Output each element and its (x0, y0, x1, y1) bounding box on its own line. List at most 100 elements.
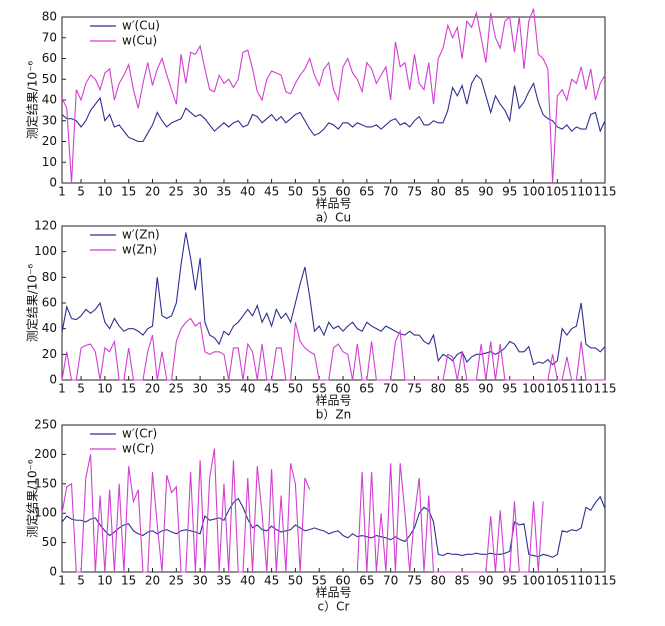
x-tick-label: 5 (77, 382, 85, 396)
legend-label: w′(Cu) (122, 19, 160, 33)
x-tick-label: 85 (454, 382, 469, 396)
x-tick-label: 100 (522, 382, 545, 396)
x-tick-label: 50 (288, 185, 303, 199)
x-tick-label: 95 (502, 574, 517, 588)
x-tick-label: 90 (478, 382, 493, 396)
series-line (61, 8, 606, 184)
x-tick-label: 65 (359, 185, 374, 199)
x-tick-label: 75 (407, 574, 422, 588)
x-tick-label: 35 (216, 574, 231, 588)
x-tick-label: 15 (121, 185, 136, 199)
x-tick-label: 1 (58, 185, 66, 199)
x-tick-label: 5 (77, 574, 85, 588)
x-tick-label: 100 (522, 574, 545, 588)
y-tick-label: 60 (42, 51, 57, 65)
x-tick-label: 85 (454, 185, 469, 199)
x-axis-label: 样品号 (315, 585, 351, 600)
y-tick-label: 30 (42, 113, 57, 127)
y-tick-label: 50 (42, 72, 57, 86)
x-tick-label: 70 (383, 574, 398, 588)
series-line (61, 495, 606, 558)
caption: b）Zn (316, 408, 351, 422)
x-tick-label: 105 (546, 382, 569, 396)
x-tick-label: 35 (216, 382, 231, 396)
x-tick-label: 80 (431, 574, 446, 588)
x-tick-label: 65 (359, 382, 374, 396)
y-axis-label: 测定结果/10⁻⁶ (25, 61, 40, 140)
x-tick-label: 40 (240, 185, 255, 199)
legend-label: w′(Cr) (122, 427, 157, 441)
y-tick-label: 80 (42, 270, 57, 284)
x-tick-label: 25 (169, 574, 184, 588)
series-line (61, 74, 606, 143)
x-tick-label: 60 (335, 382, 350, 396)
x-tick-label: 1 (58, 574, 66, 588)
y-axis-label: 测定结果/10⁻⁶ (25, 264, 40, 343)
y-tick-label: 40 (42, 93, 57, 107)
y-tick-label: 250 (34, 418, 57, 432)
x-tick-label: 30 (192, 185, 207, 199)
y-tick-label: 60 (42, 296, 57, 310)
y-tick-label: 70 (42, 30, 57, 44)
x-tick-label: 40 (240, 382, 255, 396)
y-tick-label: 0 (49, 565, 57, 579)
x-tick-label: 115 (594, 185, 617, 199)
series-line (61, 317, 605, 381)
x-tick-label: 110 (570, 382, 593, 396)
x-tick-label: 55 (312, 382, 327, 396)
y-tick-label: 120 (34, 219, 57, 233)
x-tick-label: 30 (192, 382, 207, 396)
x-tick-label: 5 (77, 185, 85, 199)
y-tick-label: 10 (42, 155, 57, 169)
x-tick-label: 60 (335, 574, 350, 588)
legend-label: w(Zn) (122, 243, 157, 257)
y-tick-label: 80 (42, 10, 57, 24)
x-axis-label: 样品号 (315, 393, 351, 408)
x-tick-label: 55 (312, 574, 327, 588)
y-tick-label: 0 (49, 373, 57, 387)
x-tick-label: 115 (594, 574, 617, 588)
x-tick-label: 80 (431, 185, 446, 199)
x-tick-label: 35 (216, 185, 231, 199)
x-tick-label: 50 (288, 574, 303, 588)
x-tick-label: 20 (145, 185, 160, 199)
x-tick-label: 30 (192, 574, 207, 588)
caption: c）Cr (318, 600, 350, 614)
x-tick-label: 15 (121, 382, 136, 396)
legend-label: w′(Zn) (122, 228, 160, 242)
caption: a）Cu (316, 211, 351, 225)
series-line (61, 448, 544, 573)
y-tick-label: 100 (34, 506, 57, 520)
y-tick-label: 50 (42, 535, 57, 549)
x-tick-label: 1 (58, 382, 66, 396)
legend-label: w(Cu) (122, 34, 157, 48)
x-tick-label: 50 (288, 382, 303, 396)
x-tick-label: 75 (407, 185, 422, 199)
x-tick-label: 110 (570, 185, 593, 199)
x-tick-label: 80 (431, 382, 446, 396)
x-tick-label: 45 (264, 574, 279, 588)
x-tick-label: 65 (359, 574, 374, 588)
y-tick-label: 100 (34, 244, 57, 258)
x-tick-label: 10 (97, 185, 112, 199)
x-tick-label: 105 (546, 185, 569, 199)
plot-frame (61, 424, 606, 573)
x-tick-label: 110 (570, 574, 593, 588)
x-tick-label: 95 (502, 382, 517, 396)
x-tick-label: 100 (522, 185, 545, 199)
x-tick-label: 45 (264, 185, 279, 199)
x-tick-label: 105 (546, 574, 569, 588)
x-tick-label: 25 (169, 382, 184, 396)
x-tick-label: 95 (502, 185, 517, 199)
y-tick-label: 200 (34, 447, 57, 461)
legend-label: w(Cr) (122, 442, 155, 456)
series-line (61, 232, 606, 366)
y-tick-label: 20 (42, 347, 57, 361)
x-tick-label: 40 (240, 574, 255, 588)
x-axis-label: 样品号 (315, 196, 351, 211)
x-tick-label: 10 (97, 382, 112, 396)
y-tick-label: 0 (49, 176, 57, 190)
y-tick-label: 150 (34, 476, 57, 490)
